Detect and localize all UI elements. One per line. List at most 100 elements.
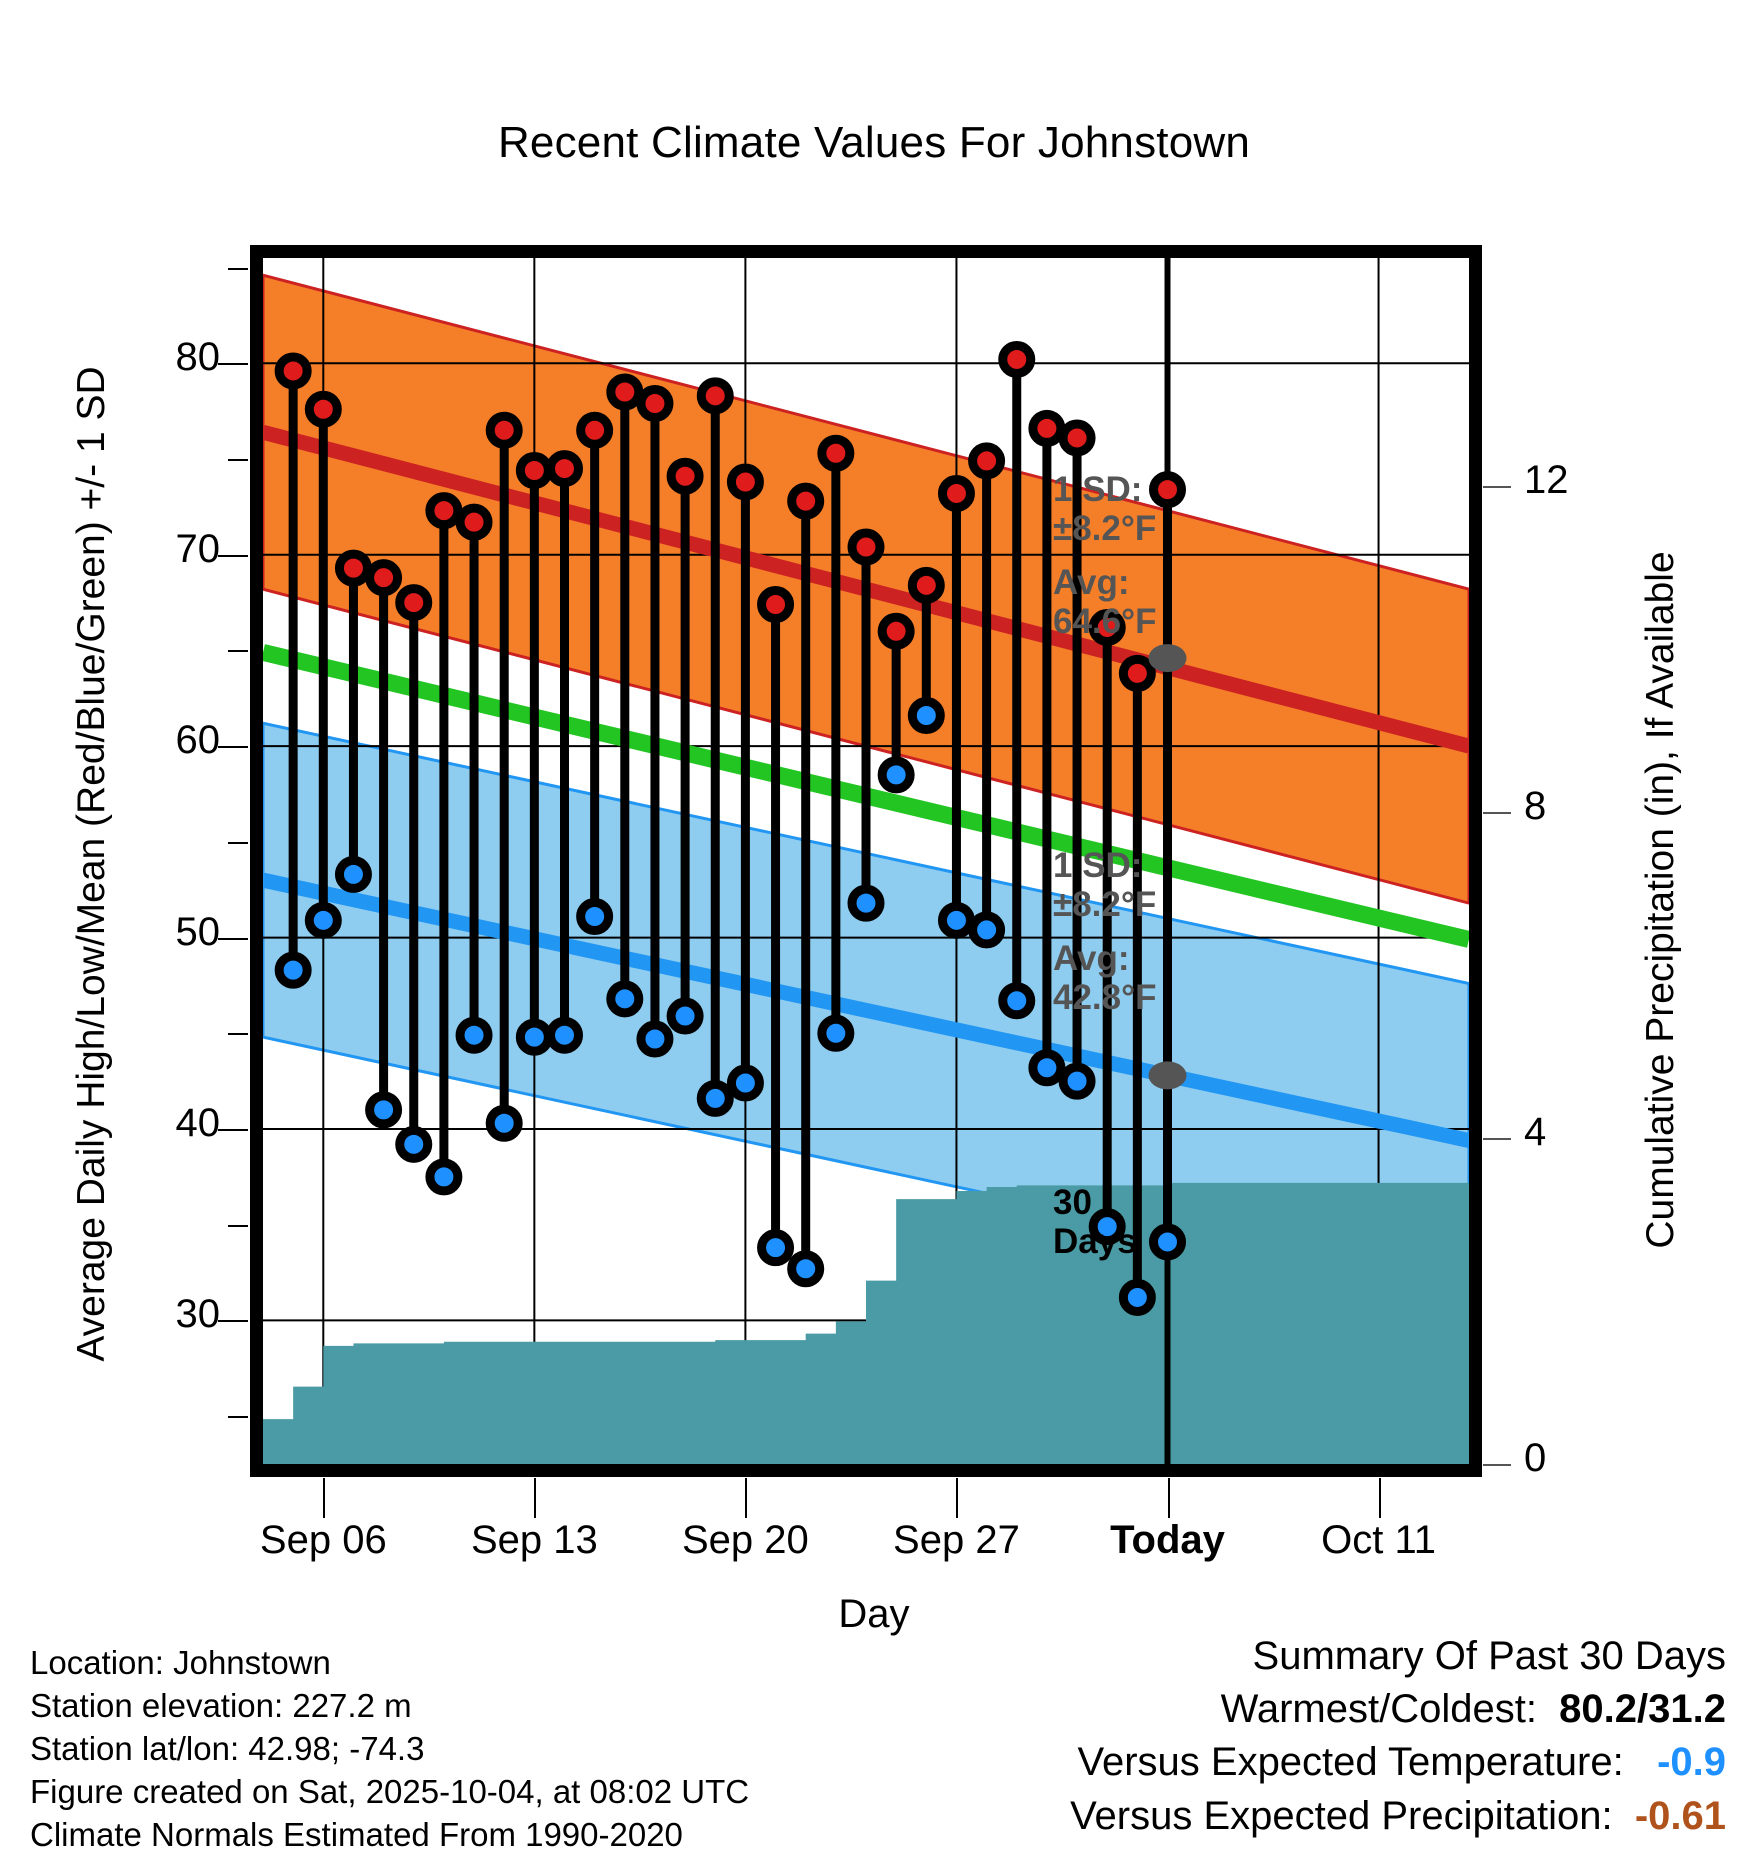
x-tick-mark bbox=[1378, 1478, 1381, 1518]
high-temp-marker bbox=[274, 352, 312, 390]
y2-tick-label: 4 bbox=[1524, 1110, 1547, 1155]
y2-tick-label: 12 bbox=[1524, 458, 1569, 503]
y-tick-label: 50 bbox=[175, 909, 221, 954]
y2-axis-title-text: Cumulative Precipitation (in), If Availa… bbox=[1639, 551, 1682, 1249]
warmest-coldest-label: Warmest/Coldest: bbox=[1220, 1687, 1537, 1732]
station-info-line-3: Figure created on Sat, 2025-10-04, at 08… bbox=[30, 1772, 750, 1810]
y-tick-label: 60 bbox=[175, 718, 221, 763]
y-tick-mark bbox=[218, 746, 248, 749]
y2-tick-label: 0 bbox=[1524, 1436, 1547, 1480]
high-temp-marker bbox=[666, 457, 704, 495]
high-temp-marker bbox=[998, 340, 1036, 378]
high-temp-marker bbox=[304, 390, 342, 428]
high-temp-marker bbox=[606, 373, 644, 411]
vs-temperature-label: Versus Expected Temperature: bbox=[1077, 1740, 1624, 1785]
y-tick-mark-minor bbox=[228, 459, 248, 461]
low-temp-marker bbox=[485, 1104, 523, 1142]
low-temp-marker bbox=[998, 982, 1036, 1020]
low-temp-marker bbox=[817, 1014, 855, 1052]
y-tick-label: 30 bbox=[175, 1292, 221, 1337]
high-temp-marker bbox=[1149, 471, 1186, 509]
vs-precipitation-value: -0.61 bbox=[1634, 1793, 1726, 1838]
y2-tick-mark bbox=[1483, 1464, 1511, 1466]
x-tick-label: Sep 27 bbox=[893, 1518, 1020, 1562]
high-average-dot bbox=[1148, 644, 1187, 673]
low-temp-marker bbox=[425, 1158, 463, 1196]
low-temp-marker bbox=[334, 855, 372, 893]
low-temp-marker bbox=[787, 1250, 825, 1288]
y-tick-mark bbox=[218, 363, 248, 366]
high-temp-marker bbox=[757, 585, 795, 623]
station-info-line-0: Location: Johnstown bbox=[30, 1644, 331, 1681]
y-tick-mark bbox=[218, 937, 248, 940]
high-temp-marker bbox=[365, 559, 403, 597]
low-temp-marker bbox=[1058, 1062, 1096, 1100]
chart-plot-area: 1 SD: ±8.2°F Avg: 64.6°F 1 SD: ±8.2°F Av… bbox=[250, 245, 1482, 1477]
low-temp-marker bbox=[606, 980, 644, 1018]
low-temp-marker bbox=[696, 1079, 734, 1117]
window-annotation: 30 Days bbox=[1053, 1183, 1137, 1262]
low-avg-annotation: Avg: 42.8°F bbox=[1053, 939, 1157, 1018]
vs-temperature-value: -0.9 bbox=[1657, 1740, 1726, 1785]
x-tick-mark bbox=[534, 1478, 537, 1518]
x-tick-mark bbox=[745, 1478, 748, 1518]
station-info-line-2: Station lat/lon: 42.98; -74.3 bbox=[30, 1729, 425, 1767]
high-temp-marker bbox=[576, 411, 614, 449]
high-temp-marker bbox=[485, 411, 523, 449]
low-temp-marker bbox=[455, 1016, 493, 1054]
y-tick-mark-minor bbox=[228, 1033, 248, 1036]
y-tick-mark-minor bbox=[228, 841, 248, 844]
low-temp-marker bbox=[1088, 1208, 1126, 1246]
high-avg-annotation: Avg: 64.6°F bbox=[1053, 563, 1157, 642]
y-tick-label: 40 bbox=[175, 1101, 221, 1145]
x-tick-label: Sep 13 bbox=[470, 1518, 598, 1562]
low-temp-marker bbox=[546, 1016, 583, 1054]
summary-heading: Summary Of Past 30 Days bbox=[1252, 1634, 1726, 1678]
y-tick-mark-minor bbox=[228, 1224, 248, 1227]
y-tick-label: 70 bbox=[175, 526, 221, 571]
low-temp-marker bbox=[636, 1020, 674, 1058]
y-tick-mark-minor bbox=[228, 650, 248, 653]
station-info-line-4: Climate Normals Estimated From 1990-2020 bbox=[30, 1815, 683, 1853]
summary-panel: Summary Of Past 30 Days Warmest/Coldest:… bbox=[1070, 1630, 1726, 1843]
low-temp-marker bbox=[395, 1125, 433, 1163]
low-temp-marker bbox=[1028, 1049, 1066, 1087]
low-temp-marker bbox=[576, 898, 614, 936]
x-tick-label: Today bbox=[1110, 1518, 1225, 1562]
high-temp-marker bbox=[817, 434, 855, 472]
low-temp-marker bbox=[1149, 1223, 1186, 1261]
station-info: Location: Johnstown Station elevation: 2… bbox=[30, 1642, 749, 1856]
chart-canvas: 1 SD: ±8.2°F Avg: 64.6°F 1 SD: ±8.2°F Av… bbox=[263, 258, 1469, 1464]
low-normal-line bbox=[263, 872, 1469, 1148]
x-axis-title: Day bbox=[838, 1592, 910, 1636]
y2-tick-mark bbox=[1483, 1138, 1511, 1141]
low-temp-marker bbox=[274, 951, 312, 989]
y-tick-mark bbox=[218, 554, 248, 557]
high-temp-marker bbox=[546, 450, 583, 488]
low-sd-annotation: 1 SD: ±8.2°F bbox=[1053, 846, 1157, 925]
low-temp-marker bbox=[365, 1091, 403, 1129]
low-average-dot bbox=[1148, 1061, 1187, 1090]
high-temp-marker bbox=[937, 474, 975, 512]
chart-svg bbox=[263, 258, 1469, 1464]
low-temp-marker bbox=[726, 1064, 764, 1102]
x-tick-label: Sep 20 bbox=[682, 1518, 809, 1562]
x-tick-label: Sep 06 bbox=[259, 1518, 387, 1562]
high-temp-marker bbox=[1058, 419, 1096, 457]
y2-axis-title: Cumulative Precipitation (in), If Availa… bbox=[1626, 400, 1696, 1400]
high-temp-marker bbox=[395, 584, 433, 622]
high-temp-marker bbox=[787, 482, 825, 520]
summary-vs-precipitation: Versus Expected Precipitation: -0.61 bbox=[1070, 1790, 1726, 1843]
low-temp-marker bbox=[1118, 1278, 1156, 1316]
y-tick-mark-minor bbox=[228, 267, 248, 270]
x-tick-mark bbox=[323, 1478, 326, 1518]
plot-border bbox=[250, 245, 1482, 1477]
high-temp-marker bbox=[907, 566, 945, 604]
high-temp-marker bbox=[636, 384, 674, 422]
summary-warmest-coldest: Warmest/Coldest: 80.2/31.2 bbox=[1070, 1683, 1726, 1736]
y2-tick-label: 8 bbox=[1524, 784, 1547, 829]
y-tick-mark bbox=[218, 1129, 248, 1131]
high-sd-annotation: 1 SD: ±8.2°F bbox=[1053, 470, 1157, 549]
y2-tick-mark bbox=[1483, 486, 1511, 489]
low-temp-marker bbox=[937, 901, 975, 939]
